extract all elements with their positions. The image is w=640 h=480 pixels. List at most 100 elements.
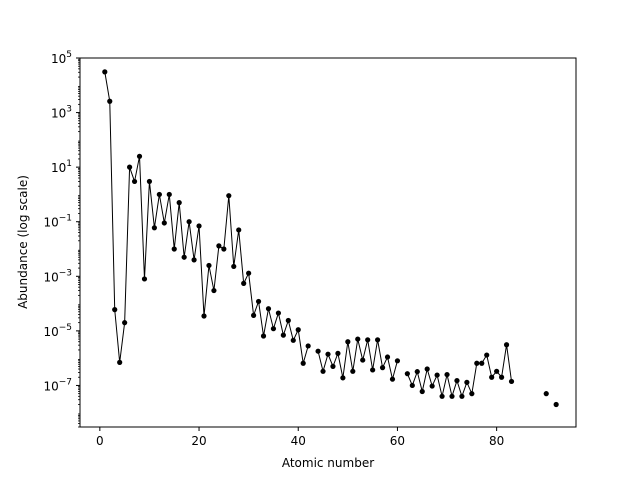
data-point [429,383,435,389]
data-point [206,262,212,269]
data-point [201,313,207,319]
data-point [325,351,331,357]
data-point [156,191,162,198]
data-point [255,298,262,305]
data-point [146,178,153,185]
data-point [112,307,118,313]
data-point [350,368,356,374]
data-point [464,379,470,385]
data-point [389,376,396,382]
data-point [211,287,217,294]
x-axis-ticks: 0 20 40 60 80 [96,427,504,448]
data-point [216,243,222,249]
data-point [275,310,281,316]
y-axis-ticks: 10−7 10−5 10−3 10−1 101 103 105 [43,50,80,428]
data-point [330,363,336,369]
data-point [479,360,485,366]
data-point [508,378,515,385]
data-point [320,368,326,374]
data-point [136,153,143,159]
data-point [394,358,401,364]
y-tick-label: 105 [51,50,72,66]
data-point [166,191,172,198]
plot-frame [79,57,577,428]
series-line-segment [104,71,309,364]
data-point [419,388,425,395]
data-point [246,270,252,276]
y-tick-label: 10−5 [43,323,72,339]
data-point [484,352,490,358]
data-point [102,69,108,75]
data-point [270,326,277,332]
data-point [280,332,286,338]
data-point [449,393,455,399]
data-point [131,178,138,185]
data-point [494,368,500,374]
data-point [439,393,445,399]
data-point [305,343,311,349]
data-point [503,342,510,348]
data-point [434,372,440,378]
data-point [365,337,371,343]
series-line-segment [406,344,513,399]
x-tick-label: 80 [489,434,504,448]
data-point [404,371,410,377]
series-line-segment [317,338,398,380]
x-tick-label: 40 [291,434,306,448]
data-point [151,225,157,231]
data-point [335,350,341,356]
data-point [226,193,232,199]
data-point [117,359,123,365]
data-point [499,374,505,380]
data-point [355,336,361,342]
data-point [241,280,247,286]
data-point [384,354,391,360]
data-point [186,219,192,225]
data-point [469,391,475,397]
data-point [489,374,495,380]
data-point [375,337,381,343]
y-axis-label: Abundance (log scale) [16,175,30,309]
x-axis-label: Atomic number [282,456,374,470]
data-point [414,369,420,375]
data-point [181,254,187,260]
x-tick-label: 0 [96,434,104,448]
data-point [265,306,272,312]
data-point [370,367,376,373]
data-point [231,263,237,270]
data-point [196,223,202,229]
y-tick-label: 10−1 [43,214,72,230]
data-point [454,378,460,384]
y-tick-label: 103 [51,105,72,121]
data-point [424,366,430,372]
data-point [122,320,128,326]
data-point [295,327,301,333]
data-point [553,401,559,408]
data-point [171,246,177,252]
data-point [221,246,227,252]
data-point [444,371,450,378]
data-point [300,360,306,366]
data-point [141,276,148,282]
x-tick-label: 60 [390,434,405,448]
data-point [107,98,113,104]
data-point [345,339,351,345]
data-point [260,333,267,339]
data-point [379,365,386,371]
data-point [315,348,321,354]
data-point [285,317,291,324]
data-point [236,227,242,233]
data-point [360,357,366,363]
y-tick-label: 101 [51,159,72,175]
y-tick-label: 10−3 [43,268,72,284]
data-point [161,220,167,226]
data-point [251,312,257,318]
data-point [176,200,182,206]
data-point [459,393,465,399]
data-point [191,257,197,263]
data-point [474,360,480,366]
data-point [340,375,346,381]
data-point [543,391,549,397]
data-point [290,337,296,343]
